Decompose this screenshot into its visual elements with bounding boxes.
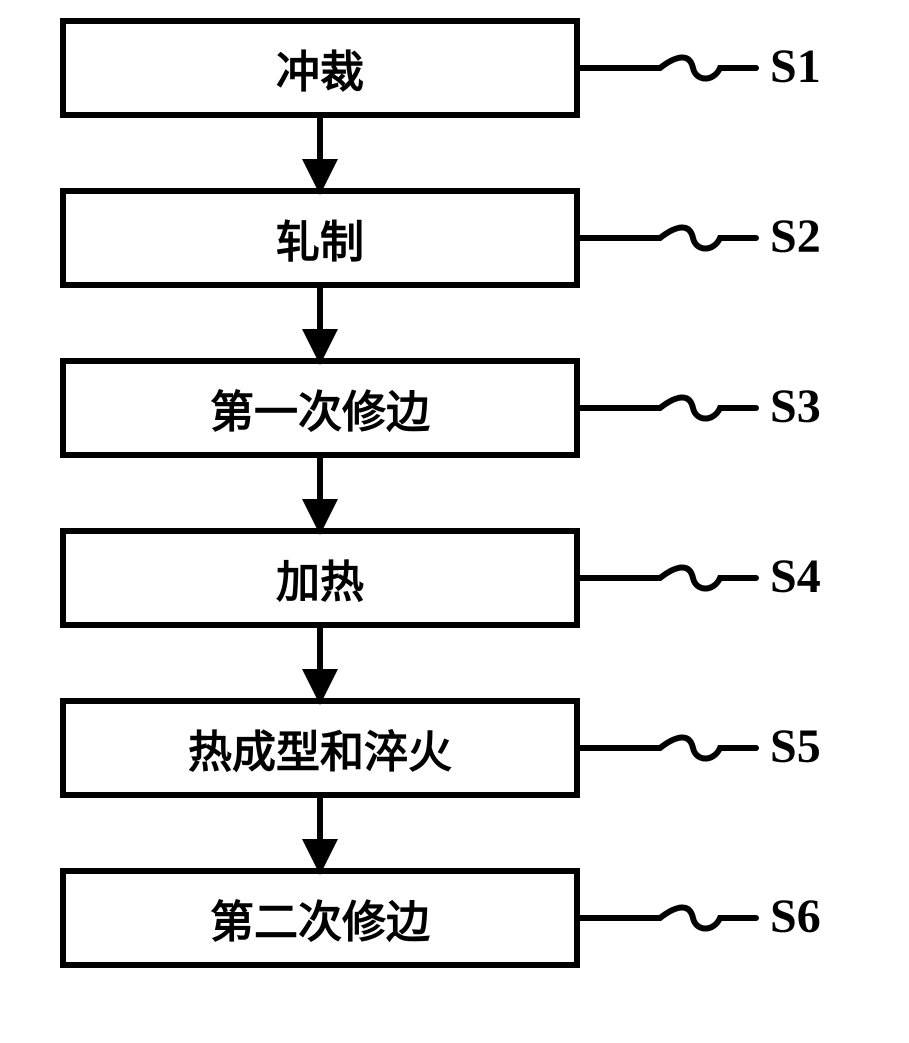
step-label-s6: S6 [770, 889, 821, 944]
flow-node-label-n4: 加热 [276, 546, 364, 610]
connector-n1 [580, 58, 756, 79]
flow-node-n1: 冲裁 [60, 18, 580, 118]
connector-n4 [580, 568, 756, 589]
flow-node-n2: 轧制 [60, 188, 580, 288]
flow-node-n4: 加热 [60, 528, 580, 628]
flow-node-label-n1: 冲裁 [276, 36, 364, 100]
step-label-s5: S5 [770, 719, 821, 774]
flow-node-label-n3: 第一次修边 [210, 376, 430, 440]
flow-node-n6: 第二次修边 [60, 868, 580, 968]
step-label-s4: S4 [770, 549, 821, 604]
connector-n5 [580, 738, 756, 759]
flow-node-n3: 第一次修边 [60, 358, 580, 458]
flow-node-label-n5: 热成型和淬火 [188, 716, 452, 780]
connector-n6 [580, 908, 756, 929]
connector-n2 [580, 228, 756, 249]
step-label-s3: S3 [770, 379, 821, 434]
flow-node-label-n2: 轧制 [276, 206, 364, 270]
step-label-s1: S1 [770, 39, 821, 94]
flow-node-label-n6: 第二次修边 [210, 886, 430, 950]
flow-node-n5: 热成型和淬火 [60, 698, 580, 798]
step-label-s2: S2 [770, 209, 821, 264]
connector-n3 [580, 398, 756, 419]
